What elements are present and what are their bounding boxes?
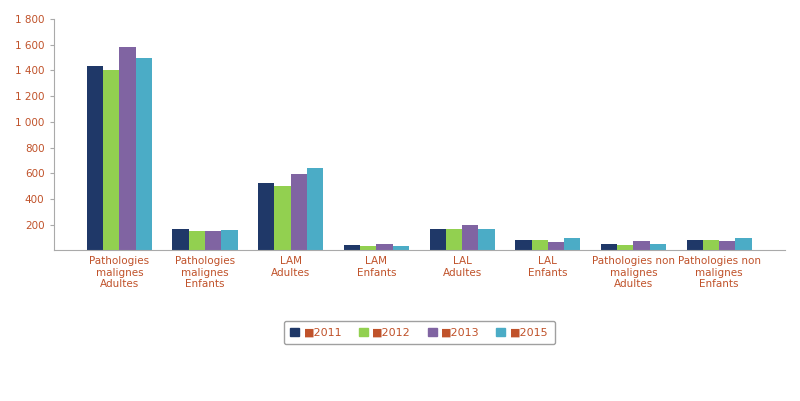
Bar [307,168,323,251]
Bar [634,241,650,251]
Bar [703,241,719,251]
Bar [205,231,222,251]
Bar [478,229,494,251]
Bar [515,239,531,251]
Bar [531,240,548,251]
Bar [344,245,360,251]
Bar [222,230,238,251]
Bar [735,238,752,251]
Bar [564,238,580,251]
Bar [719,241,735,251]
Bar [446,229,462,251]
Bar [360,246,377,251]
Bar [258,183,274,251]
Bar [393,246,409,251]
Bar [189,231,205,251]
Bar [462,225,478,251]
Bar [86,66,103,251]
Bar [119,47,136,251]
Bar [136,58,152,251]
Bar [548,242,564,251]
Bar [377,244,393,251]
Bar [601,244,618,251]
Bar [290,174,307,251]
Bar [103,70,119,251]
Legend: ■2011, ■2012, ■2013, ■2015: ■2011, ■2012, ■2013, ■2015 [284,321,555,344]
Bar [650,244,666,251]
Bar [686,239,703,251]
Bar [430,229,446,251]
Bar [618,245,634,251]
Bar [274,186,290,251]
Bar [173,229,189,251]
